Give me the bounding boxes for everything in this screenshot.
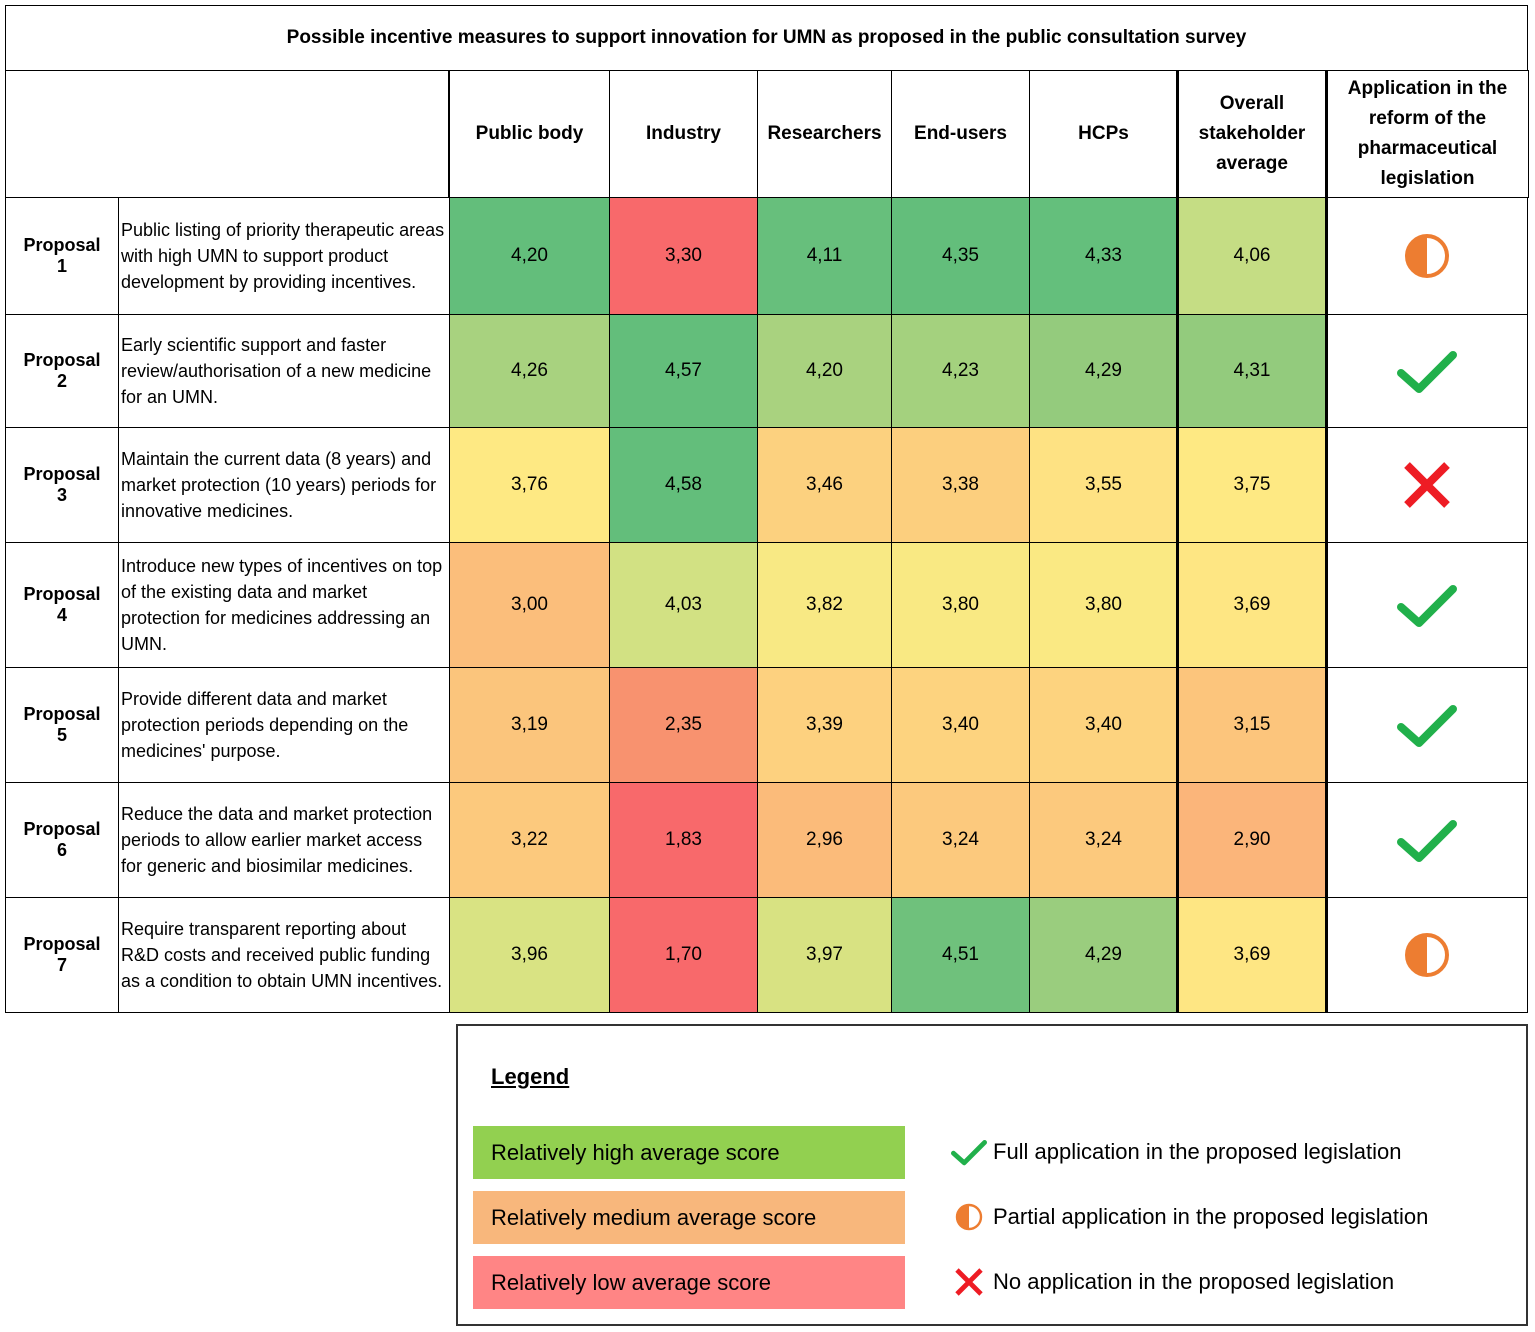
column-header: Overall stakeholder average [1177,70,1327,198]
score-cell: 3,76 [449,427,610,543]
row-description: Require transparent reporting about R&D … [118,897,450,1013]
full-icon [951,1140,987,1166]
score-cell: 4,23 [891,314,1030,428]
score-cell: 2,96 [757,782,892,898]
score-cell: 4,29 [1029,897,1178,1013]
score-cell: 3,00 [449,542,610,668]
legend-icon-label: Partial application in the proposed legi… [993,1204,1429,1229]
column-header: Application in the reform of the pharmac… [1326,70,1529,198]
row-description: Reduce the data and market protection pe… [118,782,450,898]
row-label: Proposal 3 [5,427,119,543]
score-cell: 3,40 [1029,667,1178,783]
full-icon [1397,585,1457,627]
score-cell: 4,03 [609,542,758,668]
row-description: Maintain the current data (8 years) and … [118,427,450,543]
score-cell: 3,40 [891,667,1030,783]
score-cell: 3,15 [1177,667,1327,783]
score-cell: 3,46 [757,427,892,543]
score-cell: 3,19 [449,667,610,783]
row-label: Proposal 1 [5,197,119,315]
legend-swatch: Relatively low average score [473,1256,905,1309]
score-cell: 3,96 [449,897,610,1013]
full-icon [1397,351,1457,393]
column-header: Public body [449,70,610,198]
score-cell: 1,70 [609,897,758,1013]
legend-icon-label: No application in the proposed legislati… [993,1269,1395,1294]
score-cell: 3,24 [1029,782,1178,898]
row-label: Proposal 5 [5,667,119,783]
score-cell: 4,20 [757,314,892,428]
score-cell: 4,11 [757,197,892,315]
thick-border [1324,70,1328,1013]
thick-border [1175,70,1179,1013]
score-cell: 3,30 [609,197,758,315]
row-label: Proposal 2 [5,314,119,428]
score-cell: 2,90 [1177,782,1327,898]
column-header: HCPs [1029,70,1178,198]
score-cell: 4,33 [1029,197,1178,315]
partial-icon [1405,234,1449,278]
row-description: Early scientific support and faster revi… [118,314,450,428]
legend-icon-label: Full application in the proposed legisla… [993,1139,1402,1164]
legend-swatch: Relatively high average score [473,1126,905,1179]
score-cell: 4,51 [891,897,1030,1013]
legend-title: Legend [491,1064,570,1089]
score-cell: 3,97 [757,897,892,1013]
row-description: Introduce new types of incentives on top… [118,542,450,668]
legend-swatch: Relatively medium average score [473,1191,905,1244]
score-cell: 3,69 [1177,542,1327,668]
row-label: Proposal 4 [5,542,119,668]
score-cell: 4,31 [1177,314,1327,428]
full-icon [1397,820,1457,862]
score-cell: 4,35 [891,197,1030,315]
score-cell: 3,75 [1177,427,1327,543]
score-cell: 1,83 [609,782,758,898]
row-label: Proposal 7 [5,897,119,1013]
full-icon [1397,705,1457,747]
score-cell: 3,55 [1029,427,1178,543]
none-icon [1404,462,1450,508]
score-cell: 3,69 [1177,897,1327,1013]
score-cell: 3,80 [1029,542,1178,668]
partial-icon [1405,933,1449,977]
score-cell: 4,29 [1029,314,1178,428]
score-cell: 4,57 [609,314,758,428]
none-icon [955,1268,983,1296]
table-title: Possible incentive measures to support i… [5,5,1528,71]
score-cell: 3,80 [891,542,1030,668]
score-cell: 3,24 [891,782,1030,898]
partial-icon [955,1203,983,1231]
score-cell: 4,20 [449,197,610,315]
row-description: Public listing of priority therapeutic a… [118,197,450,315]
score-cell: 3,22 [449,782,610,898]
score-cell: 4,06 [1177,197,1327,315]
header-blank [5,70,449,198]
legend-box [456,1024,1528,1326]
score-cell: 3,39 [757,667,892,783]
row-description: Provide different data and market protec… [118,667,450,783]
score-cell: 3,82 [757,542,892,668]
score-cell: 4,58 [609,427,758,543]
column-header: Industry [609,70,758,198]
column-header: Researchers [757,70,892,198]
score-cell: 3,38 [891,427,1030,543]
row-label: Proposal 6 [5,782,119,898]
column-header: End-users [891,70,1030,198]
score-cell: 4,26 [449,314,610,428]
score-cell: 2,35 [609,667,758,783]
